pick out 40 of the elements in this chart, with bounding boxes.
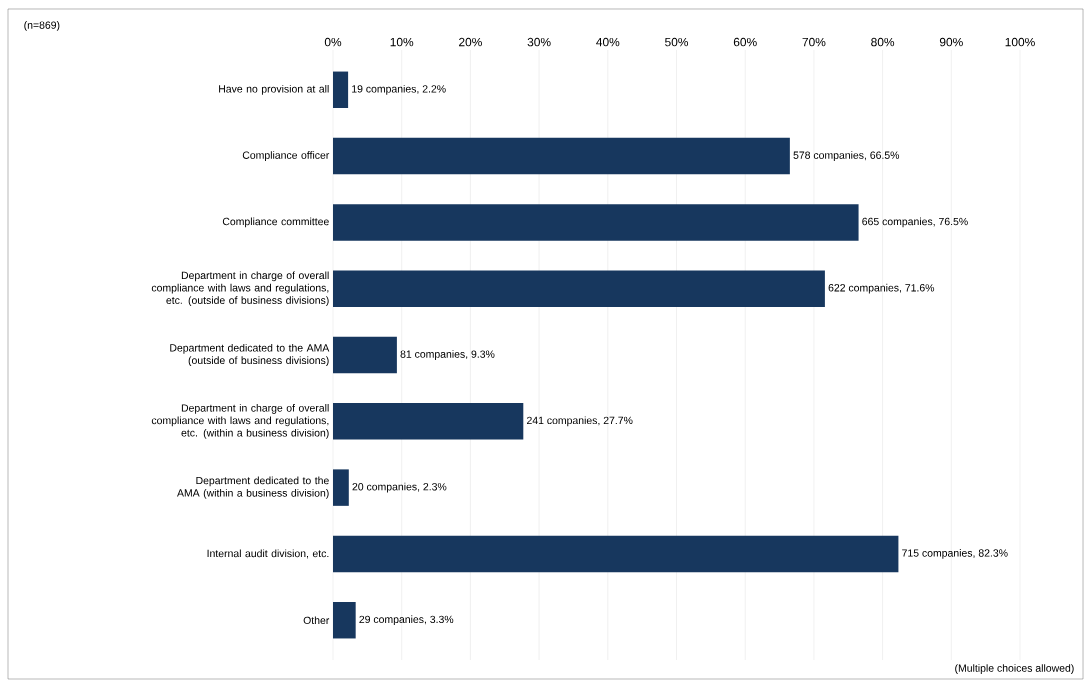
y-tick-label: Department dedicated to the AMA (within a business division) xyxy=(177,476,329,499)
bar xyxy=(333,403,524,440)
data-label: 665 companies, 76.5% xyxy=(862,217,968,228)
bar xyxy=(333,469,349,506)
bar xyxy=(333,336,397,374)
y-tick-label: Compliance officer xyxy=(242,151,330,161)
bar xyxy=(333,270,825,307)
y-tick-label: Other xyxy=(303,616,330,625)
y-tick-label: Department dedicated to the AMA (outside of business divisions) xyxy=(170,343,330,367)
bar xyxy=(333,204,859,241)
x-tick-label: 80% xyxy=(871,37,895,47)
data-label: 19 companies, 2.2% xyxy=(352,84,446,95)
bar xyxy=(333,137,790,175)
y-tick-label: Department in charge of overall compliance with laws and regulations, etc. (within a business division) xyxy=(151,403,329,439)
y-tick-label: Internal audit division, etc. xyxy=(207,549,329,559)
y-tick-label: Department in charge of overall compliance with laws and regulations, etc. (outside of business divisions) xyxy=(151,271,329,307)
x-tick-label: 40% xyxy=(596,37,620,47)
data-label: 578 companies, 66.5% xyxy=(793,151,900,161)
data-label: 715 companies, 82.3% xyxy=(902,549,1008,559)
y-tick-label: Compliance committee xyxy=(222,217,329,228)
y-tick-label: Have no provision at all xyxy=(219,84,329,95)
data-label: 29 companies, 3.3% xyxy=(359,615,454,626)
x-tick-label: 90% xyxy=(939,37,963,47)
data-label: 622 companies, 71.6% xyxy=(828,283,935,294)
x-tick-label: 10% xyxy=(390,37,414,47)
x-tick-label: 0% xyxy=(324,37,342,47)
data-label: 241 companies, 27.7% xyxy=(527,416,633,427)
data-label: 20 companies, 2.3% xyxy=(352,482,447,493)
text: (Multiple choices allowed) xyxy=(955,664,1074,674)
x-tick-label: 20% xyxy=(459,37,482,47)
x-tick-label: 60% xyxy=(733,37,757,47)
bar xyxy=(333,601,356,639)
x-tick-label: 70% xyxy=(802,37,826,47)
bar xyxy=(333,535,899,573)
x-tick-label: 30% xyxy=(527,37,551,47)
x-tick-label: 100% xyxy=(1005,37,1035,47)
text: (n=869) xyxy=(24,21,60,31)
data-label: 81 companies, 9.3% xyxy=(400,350,495,360)
x-tick-label: 50% xyxy=(665,37,689,47)
bar xyxy=(333,71,349,109)
